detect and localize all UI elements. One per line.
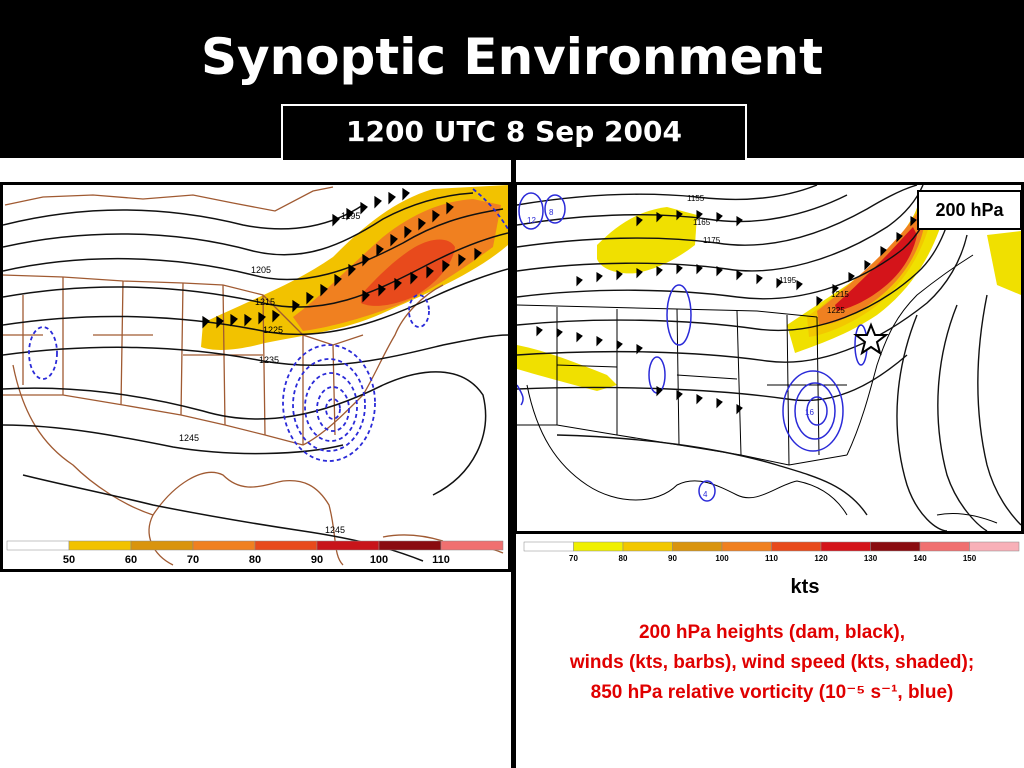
left-height-label: 1215 xyxy=(255,297,275,307)
left-colorbar-tick-label: 80 xyxy=(249,554,261,566)
left-height-label: 1205 xyxy=(251,265,271,275)
right-colorbar-swatch xyxy=(672,541,723,552)
right-colorbar-swatch xyxy=(622,541,673,552)
right-vorticity-label: 8 xyxy=(549,208,554,217)
units-label: kts xyxy=(790,576,820,598)
right-vorticity-contours xyxy=(517,192,868,502)
right-vorticity-label: 12 xyxy=(527,216,536,225)
right-wind-barbs xyxy=(536,210,917,415)
right-colorbar-tick-label: 150 xyxy=(963,554,977,563)
right-map: 1155 1165 1175 1195 1215 1225 12 8 16 4 xyxy=(517,185,1021,531)
pressure-level-label: 200 hPa xyxy=(917,190,1022,230)
vertical-divider xyxy=(511,158,516,768)
right-colorbar-swatch xyxy=(771,541,822,552)
left-colorbar-swatch xyxy=(378,540,442,551)
left-colorbar-swatch xyxy=(440,540,504,551)
left-height-label: 1235 xyxy=(259,355,279,365)
left-map-panel: 1195 1205 1215 1225 1235 1245 1245 50 60 7… xyxy=(0,182,511,572)
left-colorbar-swatch xyxy=(6,540,70,551)
right-colorbar-tick-label: 140 xyxy=(913,554,927,563)
jet-shading-yellow-north xyxy=(597,207,697,274)
right-vorticity-label: 4 xyxy=(703,490,708,499)
right-colorbar-swatch xyxy=(870,541,921,552)
left-colorbar-tick-label: 50 xyxy=(63,554,75,566)
right-height-label: 1175 xyxy=(703,236,721,245)
right-height-label: 1155 xyxy=(687,194,705,203)
left-vorticity-contours xyxy=(28,188,508,462)
right-colorbar-swatch xyxy=(573,541,624,552)
left-wind-barbs xyxy=(202,187,482,329)
right-colorbar-swatch xyxy=(820,541,871,552)
star-icon xyxy=(853,322,889,356)
right-colorbar-swatch xyxy=(919,541,970,552)
left-colorbar-tick-label: 90 xyxy=(311,554,323,566)
left-colorbar-tick-label: 60 xyxy=(125,554,137,566)
jet-shading-yellow-west xyxy=(517,345,617,391)
right-colorbar-tick-label: 90 xyxy=(668,554,677,563)
left-colorbar-swatch xyxy=(316,540,380,551)
right-colorbar-tick-label: 130 xyxy=(864,554,878,563)
caption-line-1: 200 hPa heights (dam, black), xyxy=(638,622,906,643)
date-box: 1200 UTC 8 Sep 2004 xyxy=(281,104,747,160)
right-colorbar-swatch xyxy=(721,541,772,552)
left-colorbar-swatch xyxy=(254,540,318,551)
right-colorbar-tick-label: 70 xyxy=(569,554,578,563)
right-map-panel: 1155 1165 1175 1195 1215 1225 12 8 16 4 xyxy=(514,182,1024,534)
left-colorbar: 50 60 70 80 90 100 110 xyxy=(6,540,504,566)
jet-shading-yellow-east xyxy=(987,231,1021,295)
caption-line-3: 850 hPa relative vorticity (10⁻⁵ s⁻¹, bl… xyxy=(590,682,954,703)
date-label: 1200 UTC 8 Sep 2004 xyxy=(346,115,682,148)
right-colorbar-group: 70 80 90 100 110 120 130 140 150 xyxy=(523,541,1020,563)
left-colorbar-tick-label: 70 xyxy=(187,554,199,566)
left-colorbar-swatch xyxy=(130,540,194,551)
right-colorbar-tick-label: 110 xyxy=(765,554,778,563)
caption-line-2: winds (kts, barbs), wind speed (kts, sha… xyxy=(569,652,975,673)
right-map-borders xyxy=(517,254,998,524)
right-vorticity-label: 16 xyxy=(805,408,814,417)
left-colorbar-tick-label: 100 xyxy=(370,554,388,566)
right-height-label: 1195 xyxy=(779,276,797,285)
jet-shading-red xyxy=(835,227,917,311)
right-height-contours xyxy=(517,185,1021,531)
left-height-label: 1195 xyxy=(341,211,360,221)
slide-title: Synoptic Environment xyxy=(200,28,824,86)
right-colorbar-tick-label: 80 xyxy=(619,554,628,563)
right-colorbar-tick-label: 100 xyxy=(715,554,729,563)
left-colorbar-swatch xyxy=(192,540,256,551)
left-height-contours xyxy=(3,192,508,562)
right-colorbar-swatch xyxy=(969,541,1020,552)
left-map: 1195 1205 1215 1225 1235 1245 1245 50 60 7… xyxy=(3,185,508,566)
right-colorbar-tick-label: 120 xyxy=(814,554,828,563)
left-height-label: 1245 xyxy=(179,433,199,443)
right-colorbar-swatch xyxy=(523,541,574,552)
left-colorbar-swatch xyxy=(68,540,132,551)
left-height-label: 1225 xyxy=(263,325,283,335)
right-height-label: 1165 xyxy=(693,218,711,227)
right-height-label: 1215 xyxy=(831,290,849,299)
figure-caption: 200 hPa heights (dam, black), winds (kts… xyxy=(520,618,1024,708)
right-colorbar: 70 80 90 100 110 120 130 140 150 xyxy=(523,541,1020,563)
left-height-label: 1245 xyxy=(325,525,345,535)
left-colorbar-tick-label: 110 xyxy=(432,554,450,566)
right-height-label: 1225 xyxy=(827,306,845,315)
